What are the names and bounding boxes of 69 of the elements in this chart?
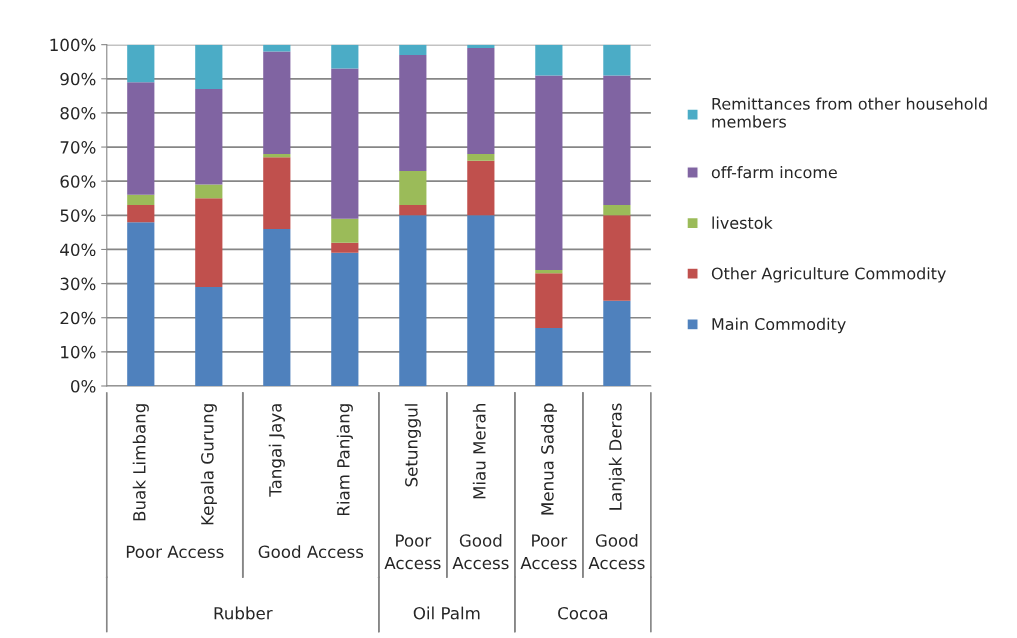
bar bbox=[399, 215, 427, 386]
y-tick-label: 30% bbox=[60, 277, 96, 291]
bar bbox=[535, 44, 563, 76]
x-tick-label: Lanjak Deras bbox=[608, 403, 625, 510]
bar bbox=[195, 44, 223, 90]
legend-label: Remittances from other household members bbox=[712, 97, 987, 128]
bar bbox=[467, 160, 495, 216]
bar bbox=[127, 205, 155, 223]
bar bbox=[195, 287, 223, 386]
y-tick-label: 10% bbox=[61, 345, 96, 359]
x-tick-label: Kepala Gurung bbox=[200, 404, 217, 525]
bar bbox=[331, 44, 359, 69]
bar bbox=[535, 75, 563, 270]
y-tick-label: 100% bbox=[50, 38, 96, 52]
bar bbox=[535, 273, 563, 328]
y-tick-label: 0% bbox=[71, 379, 96, 393]
bar bbox=[603, 44, 631, 76]
y-tick-label: 20% bbox=[60, 311, 96, 325]
y-tick-label: 80% bbox=[60, 106, 96, 120]
bar bbox=[331, 218, 359, 243]
bar bbox=[603, 205, 631, 216]
bar bbox=[331, 252, 359, 386]
bar bbox=[467, 215, 495, 386]
bar bbox=[399, 54, 427, 171]
bar bbox=[399, 44, 427, 55]
legend-label: Main Commodity bbox=[712, 317, 846, 334]
legend-label: Other Agriculture Commodity bbox=[711, 267, 946, 283]
y-tick-label: 70% bbox=[60, 141, 96, 154]
x-tick-label: Riam Panjang bbox=[336, 404, 353, 516]
text: Poor Access bbox=[126, 545, 224, 559]
x-tick-label: Tangai Jaya bbox=[268, 404, 285, 497]
bar bbox=[263, 157, 291, 229]
bar bbox=[195, 184, 223, 199]
bar bbox=[331, 68, 359, 219]
text: Oil Palm bbox=[413, 606, 480, 620]
bar bbox=[127, 44, 155, 83]
x-tick-label: Buak Limbang bbox=[132, 404, 149, 521]
x-tick-label: Menua Sadap bbox=[540, 403, 557, 515]
y-tick-label: 40% bbox=[60, 243, 96, 257]
legend-label: livestok bbox=[712, 216, 773, 229]
y-tick-label: 60% bbox=[60, 175, 96, 188]
bar bbox=[603, 75, 631, 206]
bar bbox=[467, 48, 495, 154]
bar bbox=[399, 170, 427, 206]
bar bbox=[603, 300, 631, 386]
x-tick-label: Setunggul bbox=[404, 404, 421, 487]
y-tick-label: 90% bbox=[60, 72, 96, 86]
bar bbox=[263, 51, 291, 154]
text: Cocoa bbox=[558, 606, 608, 620]
bar bbox=[399, 205, 427, 216]
legend-label: off-farm income bbox=[711, 165, 837, 179]
text: Good Access bbox=[588, 533, 645, 570]
x-tick-label: Miau Merah bbox=[472, 404, 486, 499]
bar bbox=[127, 82, 155, 195]
bar bbox=[467, 153, 495, 161]
bar bbox=[195, 89, 223, 185]
text: Poor Access bbox=[384, 534, 441, 570]
text: Good Access bbox=[258, 545, 364, 559]
bar bbox=[127, 194, 155, 206]
bar bbox=[195, 198, 223, 287]
text: Poor Access bbox=[520, 534, 577, 570]
text: Good Access bbox=[452, 533, 509, 570]
bar bbox=[535, 327, 563, 386]
bar bbox=[263, 228, 291, 386]
bar bbox=[603, 215, 631, 301]
y-tick-label: 50% bbox=[60, 209, 96, 222]
bar bbox=[127, 222, 155, 386]
text: Rubber bbox=[214, 606, 273, 620]
bar bbox=[331, 242, 359, 253]
